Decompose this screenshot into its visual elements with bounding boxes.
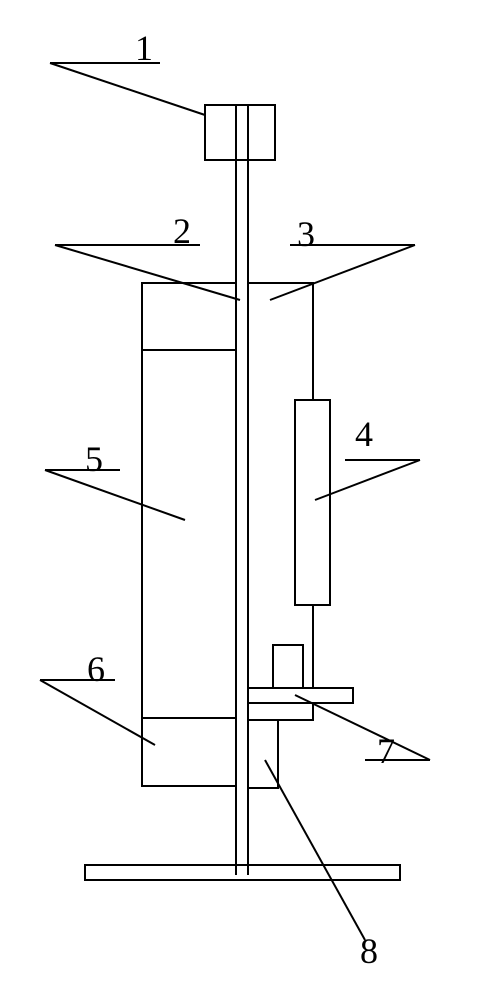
part-8 bbox=[248, 720, 278, 788]
central-shaft bbox=[236, 105, 248, 875]
label-8: 8 bbox=[360, 930, 378, 972]
leader-5 bbox=[45, 470, 185, 520]
label-5: 5 bbox=[85, 438, 103, 480]
label-1: 1 bbox=[135, 27, 153, 69]
label-7: 7 bbox=[377, 730, 395, 772]
part-7-horiz bbox=[248, 688, 353, 703]
panel-4 bbox=[295, 400, 330, 605]
label-3: 3 bbox=[297, 213, 315, 255]
part-7-vert bbox=[273, 645, 303, 688]
label-2: 2 bbox=[173, 210, 191, 252]
panel-5-outer bbox=[142, 283, 236, 786]
label-6: 6 bbox=[87, 648, 105, 690]
top-box bbox=[205, 105, 275, 160]
leader-3 bbox=[270, 245, 415, 300]
leader-1 bbox=[50, 63, 205, 115]
leader-2 bbox=[55, 245, 240, 300]
leader-8 bbox=[265, 760, 365, 940]
leader-7 bbox=[295, 695, 430, 760]
bottom-cross bbox=[85, 865, 400, 880]
label-4: 4 bbox=[355, 413, 373, 455]
technical-diagram bbox=[0, 0, 500, 1000]
